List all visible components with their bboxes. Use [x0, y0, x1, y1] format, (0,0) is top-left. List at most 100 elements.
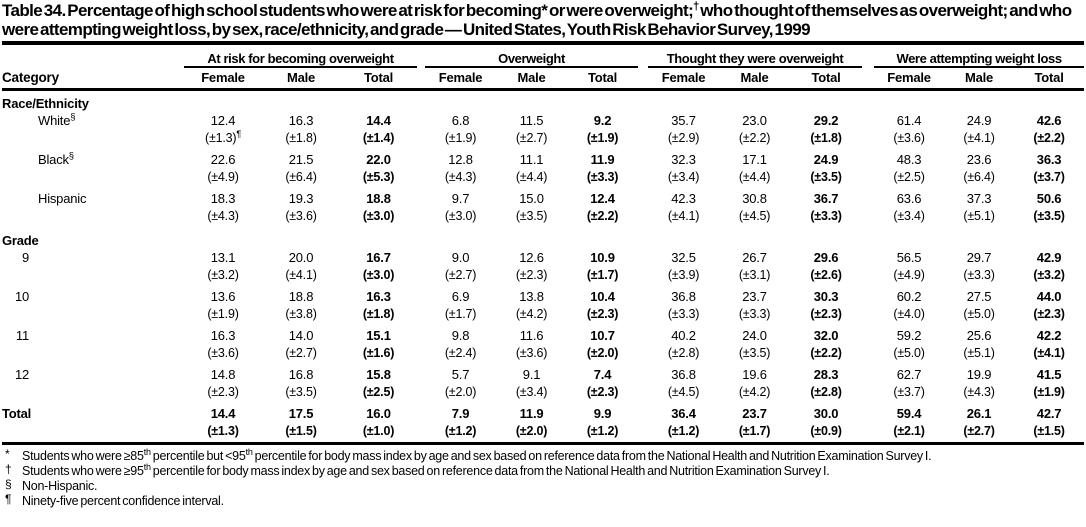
value-cell: 10.7: [590, 328, 615, 343]
value-cell: 13.1: [210, 250, 236, 265]
column-header-male: Male: [944, 67, 1015, 91]
value-cell: 23.7: [742, 406, 767, 421]
group-header-at-risk: At risk for becoming overweight: [184, 47, 418, 68]
column-gap: [417, 343, 425, 360]
value-cell: 16.3: [366, 289, 391, 304]
title-rule: [2, 41, 1084, 45]
table-row: (±1.3) (±1.5) (±1.0) (±1.2) (±2.0) (±1.2) (±1.…: [2, 421, 1084, 438]
ci-cell: (±2.3): [586, 307, 619, 321]
column-gap: [417, 265, 425, 282]
value-cell: 37.3: [966, 191, 992, 206]
ci-cell: (±4.3): [963, 385, 995, 399]
table-row: 11 16.3 14.0 15.1 9.8 11.6 10.7 40.2 24.0 32.0 59.…: [2, 326, 1084, 343]
group-header-attempting-weight-loss: Were attempting weight loss: [874, 47, 1085, 68]
value-cell: 29.7: [966, 250, 992, 265]
table-row: 9 13.1 20.0 16.7 9.0 12.6 10.9 32.5 26.7 29.6 56.5…: [2, 248, 1084, 265]
ci-cell: (±3.0): [362, 268, 395, 282]
ci-cell: (±4.4): [738, 170, 771, 184]
ci-cell: (±2.5): [362, 385, 395, 399]
value-cell: 23.6: [966, 152, 992, 167]
ci-cell: (±2.2): [1033, 131, 1065, 145]
column-gap: [417, 167, 425, 184]
ci-cell: (±6.4): [285, 170, 317, 184]
ci-cell: (±4.4): [515, 170, 548, 184]
ci-cell: (±1.5): [1033, 424, 1065, 438]
table-row: (±1.9) (±3.8) (±1.8) (±1.7) (±4.2) (±2.3) (±3.…: [2, 304, 1084, 321]
ci-cell: (±3.6): [207, 346, 239, 360]
value-cell: 30.3: [813, 289, 839, 304]
value-cell: 11.1: [519, 152, 544, 167]
column-gap: [862, 265, 874, 282]
row-label-text: 10: [15, 289, 30, 304]
value-cell: 21.5: [288, 152, 314, 167]
title-text-2: who thought of themselves as overweight;…: [2, 1, 1072, 39]
column-gap: [862, 326, 874, 343]
group-header-spacer: [2, 47, 184, 67]
column-gap: [417, 111, 425, 128]
ci-cell: (±1.9): [586, 131, 619, 145]
ci-cell: (±2.3): [207, 385, 239, 399]
value-cell: 35.7: [671, 113, 696, 128]
footnote-text: Non-Hispanic.: [22, 479, 98, 493]
ci-cell: (±1.6): [362, 346, 395, 360]
column-gap: [417, 47, 425, 67]
ci-cell: (±3.5): [515, 209, 548, 223]
value-cell: 6.9: [451, 289, 470, 304]
column-gap: [862, 248, 874, 265]
ci-cell: (±3.6): [285, 209, 317, 223]
category-header: Category: [2, 67, 184, 91]
row-label: Hispanic: [38, 191, 87, 206]
column-gap: [638, 265, 648, 282]
ci-cell: (±3.7): [1033, 170, 1065, 184]
ci-cell: (±2.8): [667, 346, 700, 360]
column-gap: [638, 304, 648, 321]
row-label-empty: [2, 304, 184, 321]
value-cell: 60.2: [896, 289, 922, 304]
row-label-empty: [2, 167, 184, 184]
column-gap: [638, 287, 648, 304]
column-gap: [638, 421, 648, 438]
table-row: 12 14.8 16.8 15.8 5.7 9.1 7.4 36.8 19.6 28.3 62.7 1…: [2, 365, 1084, 382]
value-cell: 9.9: [593, 406, 612, 421]
column-header-female: Female: [874, 67, 945, 91]
ci-cell: (±1.9): [207, 307, 239, 321]
bottom-rule: [2, 442, 1084, 445]
ci-cell: (±1.4): [362, 131, 395, 145]
column-gap: [417, 189, 425, 206]
column-header-female: Female: [184, 67, 262, 91]
ci-cell: (±2.7): [285, 346, 317, 360]
section-row: Grade: [2, 228, 1084, 248]
label-footnote-marker: §: [70, 111, 76, 123]
table-row: (±2.3) (±3.5) (±2.5) (±2.0) (±3.4) (±2.3) (±4.…: [2, 382, 1084, 399]
value-cell: 42.3: [671, 191, 696, 206]
value-cell: 11.9: [590, 152, 615, 167]
value-cell: 36.7: [813, 191, 839, 206]
value-cell: 36.8: [671, 289, 696, 304]
row-label-empty: [2, 382, 184, 399]
ci-cell: (±2.0): [444, 385, 477, 399]
value-cell: 16.3: [288, 113, 314, 128]
column-gap: [862, 189, 874, 206]
ci-cell: (±4.1): [285, 268, 317, 282]
value-cell: 13.8: [519, 289, 544, 304]
ci-cell: (±1.7): [444, 307, 477, 321]
ci-cell: (±3.7): [893, 385, 925, 399]
ci-cell: (±3.3): [586, 170, 619, 184]
ci-cell: (±2.4): [444, 346, 477, 360]
column-gap: [638, 167, 648, 184]
ci-footnote-marker: ¶: [236, 128, 241, 139]
ci-cell: (±2.7): [963, 424, 995, 438]
value-cell: 16.3: [210, 328, 236, 343]
footnote-marker: †: [5, 462, 12, 476]
column-gap: [862, 404, 874, 421]
footnotes: * Students who were ≥85th percentile but …: [2, 447, 1084, 508]
ci-cell: (±2.8): [810, 385, 842, 399]
value-cell: 19.9: [966, 367, 992, 382]
value-cell: 12.8: [448, 152, 473, 167]
footnote-text: Students who were ≥95th percentile for b…: [22, 461, 830, 478]
ci-cell: (±2.7): [515, 131, 548, 145]
column-gap: [862, 304, 874, 321]
column-gap: [638, 47, 648, 67]
column-gap: [862, 382, 874, 399]
column-gap: [417, 206, 425, 223]
